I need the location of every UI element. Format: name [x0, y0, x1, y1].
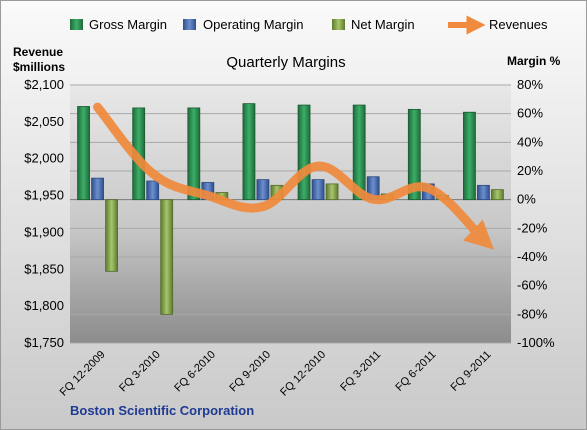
legend: Gross Margin Operating Margin Net Margin…: [70, 15, 548, 35]
right-tick-label: -40%: [517, 249, 548, 264]
gross-margin-bar: [407, 108, 421, 201]
net-margin-bar: [160, 199, 174, 315]
right-tick-label: 80%: [517, 77, 543, 92]
left-tick-label: $2,000: [24, 151, 64, 166]
legend-label-operating-margin: Operating Margin: [203, 17, 303, 32]
gross-margin-bar: [297, 104, 311, 201]
net-margin-bar: [491, 189, 504, 201]
gross-margin-bar: [463, 111, 476, 201]
right-axis-ticks: -100% -80% -60% -40% -20% 0% 20% 40% 60% 80%: [517, 77, 555, 350]
footer-company-name: Boston Scientific Corporation: [70, 403, 254, 418]
left-tick-label: $1,900: [24, 224, 64, 239]
legend-swatch-gross-margin: [70, 19, 83, 30]
right-tick-label: 0%: [517, 192, 536, 207]
right-axis-title: Margin %: [507, 54, 561, 68]
right-tick-label: -20%: [517, 220, 548, 235]
gross-margin-bar: [77, 106, 90, 201]
operating-margin-bar: [256, 179, 270, 201]
revenue-line-group: [93, 102, 494, 250]
right-tick-label: 40%: [517, 134, 543, 149]
right-tick-label: 60%: [517, 106, 543, 121]
right-tick-label: -60%: [517, 278, 548, 293]
revenue-line: [93, 102, 494, 250]
left-axis-title-line2: $millions: [13, 60, 65, 74]
left-tick-label: $1,800: [24, 298, 64, 313]
net-margin-bar: [325, 183, 339, 201]
left-tick-label: $1,850: [24, 261, 64, 276]
left-axis-ticks: $1,750 $1,800 $1,850 $1,900 $1,950 $2,000 $2,0…: [24, 77, 64, 350]
gross-margin-bar: [242, 103, 256, 201]
legend-swatch-operating-margin: [183, 19, 196, 30]
right-tick-label: -80%: [517, 306, 548, 321]
operating-margin-bar: [311, 179, 325, 201]
left-tick-label: $1,750: [24, 335, 64, 350]
right-tick-label: -100%: [517, 335, 555, 350]
operating-margin-bar: [146, 180, 160, 201]
operating-margin-bar: [91, 177, 104, 201]
left-axis-title-line1: Revenue: [13, 45, 63, 59]
right-tick-label: 20%: [517, 163, 543, 178]
operating-margin-bar: [477, 184, 490, 201]
legend-label-net-margin: Net Margin: [351, 17, 415, 32]
left-tick-label: $2,100: [24, 77, 64, 92]
net-margin-bar: [105, 199, 118, 272]
gross-margin-bar: [187, 107, 201, 201]
chart-title: Quarterly Margins: [226, 54, 345, 71]
left-tick-label: $1,950: [24, 188, 64, 203]
legend-label-gross-margin: Gross Margin: [89, 17, 167, 32]
legend-label-revenues: Revenues: [489, 17, 548, 32]
left-tick-label: $2,050: [24, 114, 64, 129]
gross-margin-bar: [352, 104, 366, 201]
legend-swatch-net-margin: [332, 19, 345, 30]
